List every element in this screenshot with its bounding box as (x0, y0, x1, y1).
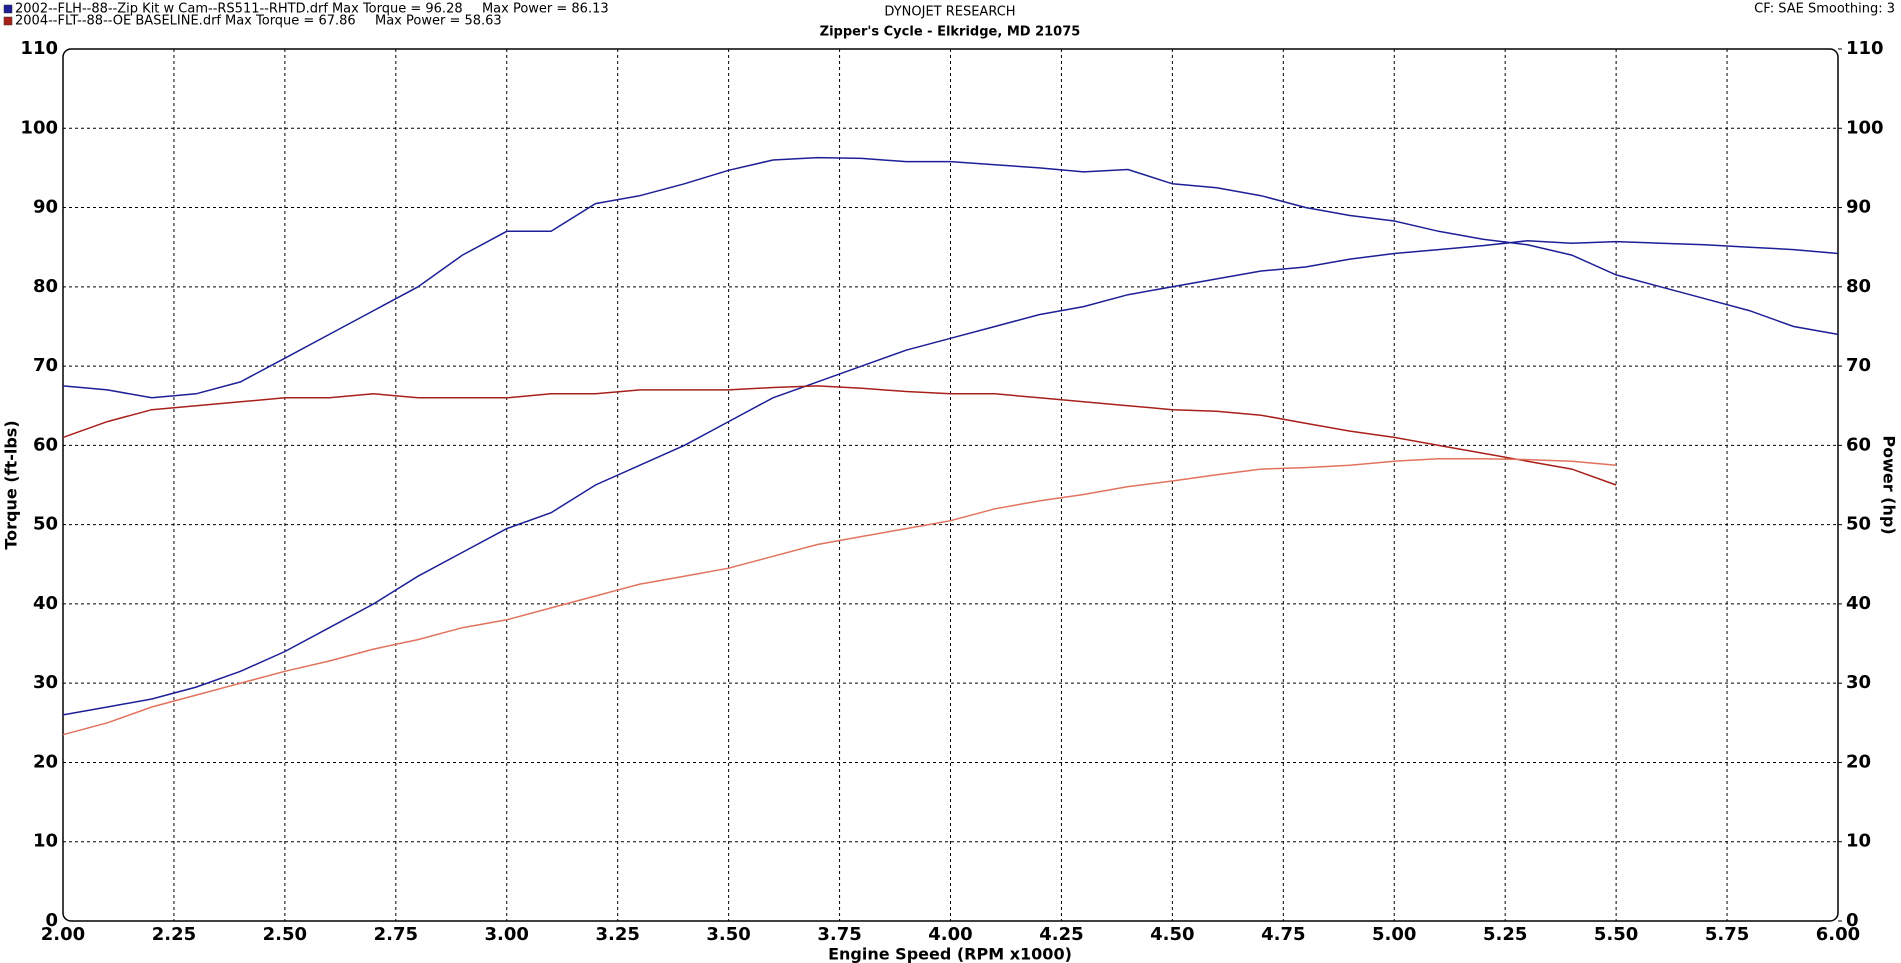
x-axis-label: Engine Speed (RPM x1000) (828, 945, 1072, 963)
x-tick-label: 5.25 (1483, 924, 1527, 945)
data-line (62, 240, 1839, 716)
y2-tick-label: 80 (1846, 276, 1871, 297)
y2-tick-label: 40 (1846, 593, 1871, 614)
legend-note: Max Torque = 67.86 (225, 14, 356, 29)
y2-tick-label: 50 (1846, 514, 1871, 535)
data-line (62, 385, 1617, 486)
x-tick-label: 2.50 (263, 924, 307, 945)
y-tick-label: 80 (33, 276, 58, 297)
x-tick-label: 4.50 (1150, 924, 1194, 945)
y2-tick-label: 110 (1846, 38, 1884, 59)
plot-frame (62, 48, 1839, 922)
y2-tick-label: 70 (1846, 355, 1871, 376)
y-tick-label: 0 (45, 910, 58, 931)
y2-tick-label: 30 (1846, 672, 1871, 693)
x-tick-label: 2.75 (374, 924, 418, 945)
x-tick-label: 5.00 (1372, 924, 1416, 945)
x-tick-label: 4.25 (1039, 924, 1083, 945)
corner-note: CF: SAE Smoothing: 3 (1754, 2, 1895, 17)
y2-axis-label: Power (hp) (1880, 435, 1899, 534)
legend-swatch (3, 4, 13, 14)
x-tick-label: 4.00 (928, 924, 972, 945)
x-tick-label: 6.00 (1816, 924, 1860, 945)
y-axis-label: Torque (ft-lbs) (2, 420, 21, 549)
legend-label: 2002--FLH--88--Zip Kit w Cam--RS511--RHT… (15, 2, 328, 17)
y-tick-label: 50 (33, 514, 58, 535)
x-tick-label: 3.50 (706, 924, 750, 945)
chart-title: DYNOJET RESEARCH (884, 5, 1015, 20)
y-tick-label: 20 (33, 751, 58, 772)
x-tick-label: 4.75 (1261, 924, 1305, 945)
x-tick-label: 3.25 (595, 924, 639, 945)
y2-tick-label: 100 (1846, 117, 1884, 138)
data-line (62, 458, 1617, 736)
x-tick-label: 3.75 (817, 924, 861, 945)
y-tick-label: 70 (33, 355, 58, 376)
y-tick-label: 10 (33, 831, 58, 852)
y2-tick-label: 20 (1846, 751, 1871, 772)
legend-label: 2004--FLT--88--OE BASELINE.drf (15, 14, 221, 29)
y-tick-label: 110 (20, 38, 58, 59)
y-tick-label: 60 (33, 434, 58, 455)
y-tick-label: 100 (20, 117, 58, 138)
data-line (62, 156, 1839, 399)
y-tick-label: 90 (33, 197, 58, 218)
y2-tick-label: 10 (1846, 831, 1871, 852)
legend-note: Max Torque = 96.28 (332, 2, 463, 17)
y2-tick-label: 60 (1846, 434, 1871, 455)
legend-swatch (3, 16, 13, 26)
x-tick-label: 5.50 (1594, 924, 1638, 945)
legend-note: Max Power = 86.13 (482, 2, 609, 17)
chart-subtitle: Zipper's Cycle - Elkridge, MD 21075 (820, 25, 1081, 40)
x-tick-label: 2.00 (41, 924, 85, 945)
y2-tick-label: 90 (1846, 197, 1871, 218)
x-tick-label: 5.75 (1705, 924, 1749, 945)
y-tick-label: 40 (33, 593, 58, 614)
y2-tick-label: 0 (1846, 910, 1859, 931)
x-tick-label: 2.25 (152, 924, 196, 945)
x-tick-label: 3.00 (485, 924, 529, 945)
legend-note: Max Power = 58.63 (375, 14, 502, 29)
y-tick-label: 30 (33, 672, 58, 693)
